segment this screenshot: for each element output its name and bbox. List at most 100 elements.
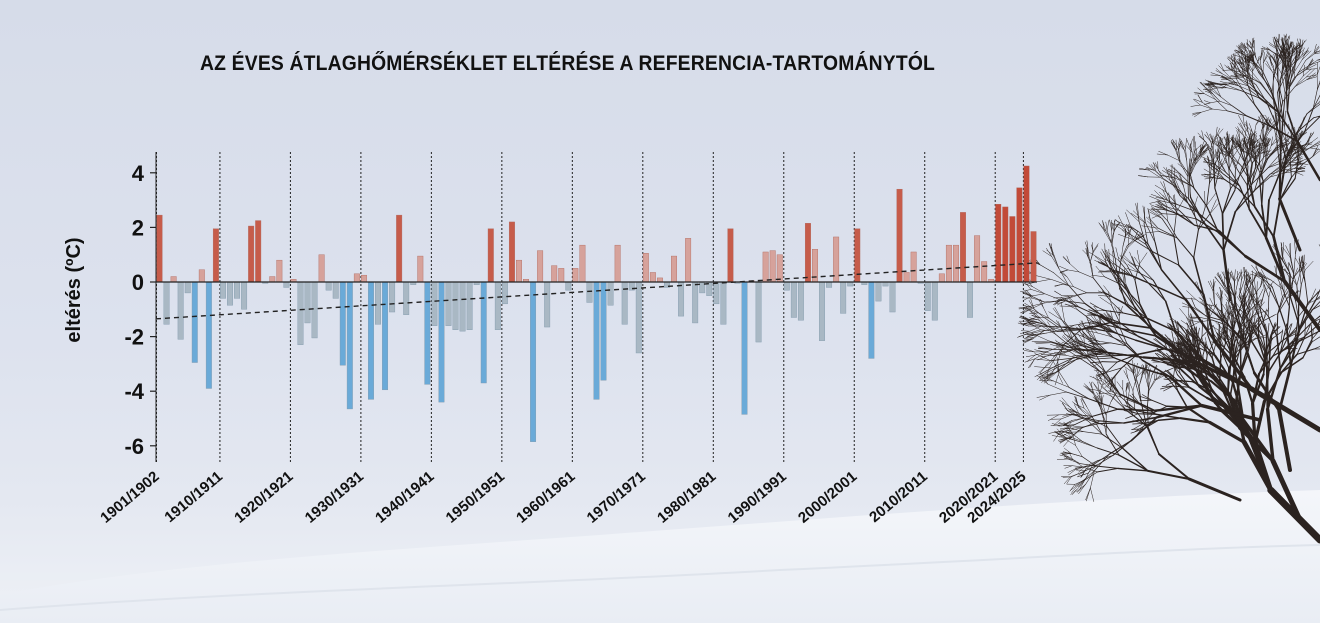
tree-branch	[1230, 328, 1234, 353]
tree-branch	[1155, 375, 1165, 381]
bare-tree-illustration	[1017, 33, 1320, 544]
tree-branch	[1214, 168, 1220, 189]
tree-branch	[1136, 250, 1140, 264]
tree-branch	[1252, 371, 1281, 413]
tree-branch	[1265, 332, 1268, 368]
tree-branch	[1233, 296, 1237, 318]
tree-branch	[1217, 133, 1223, 144]
tree-branch	[1024, 358, 1036, 363]
tree-branch	[1126, 238, 1138, 247]
tree-branch	[1272, 199, 1281, 238]
tree-branch	[1101, 395, 1104, 406]
tree-branch	[1104, 230, 1112, 243]
tree-branch	[1147, 281, 1167, 302]
x-tick-label: 1901/1902	[97, 468, 162, 527]
tree-branch	[1284, 171, 1296, 174]
tree-branch	[1315, 295, 1320, 301]
tree-branch	[1249, 162, 1253, 182]
tree-branch	[1262, 308, 1267, 322]
tree-branch	[1246, 142, 1253, 156]
tree-branch	[1235, 151, 1242, 169]
tree-branch	[1034, 366, 1052, 369]
tree-branch	[1096, 454, 1114, 462]
tree-branch	[1249, 299, 1261, 311]
tree-branch	[1024, 290, 1034, 298]
anomaly-bar	[804, 223, 811, 283]
tree-branch	[1138, 386, 1142, 404]
anomaly-bar	[924, 281, 931, 311]
tree-branch	[1117, 279, 1127, 306]
tree-branch	[1150, 326, 1192, 362]
tree-branch	[1317, 318, 1320, 326]
tree-branch	[1272, 235, 1287, 283]
tree-branch	[1118, 454, 1149, 472]
tree-branch	[1122, 236, 1126, 247]
tree-branch	[1281, 73, 1286, 94]
tree-branch	[1179, 417, 1211, 424]
anomaly-bar	[967, 281, 973, 318]
tree-branch	[1036, 279, 1052, 283]
tree-branch	[1108, 392, 1122, 398]
tree-branch	[1289, 257, 1295, 274]
tree-branch	[1297, 324, 1319, 343]
tree-branch	[1296, 153, 1305, 157]
anomaly-bar	[501, 281, 508, 305]
tree-branch	[1266, 60, 1273, 72]
tree-branch	[1103, 329, 1113, 338]
tree-branch	[1228, 56, 1236, 63]
tree-branch	[1074, 334, 1079, 347]
tree-branch	[1061, 431, 1073, 434]
tree-branch	[1189, 320, 1200, 323]
tree-branch	[1073, 403, 1085, 409]
tree-branch	[1259, 143, 1263, 163]
tree-branch	[1070, 453, 1083, 457]
tree-branch	[1085, 470, 1095, 485]
tree-branch	[1067, 269, 1080, 273]
tree-branch	[1211, 137, 1217, 151]
tree-branch	[1068, 334, 1076, 348]
tree-branch	[1183, 185, 1188, 202]
tree-branch	[1222, 315, 1227, 331]
anomaly-bar	[283, 281, 290, 288]
tree-branch	[1036, 375, 1049, 385]
tree-branch	[1139, 167, 1149, 171]
tree-branch	[1050, 357, 1074, 362]
anomaly-bar	[332, 281, 339, 299]
tree-branch	[1216, 332, 1223, 346]
tree-branch	[1149, 211, 1163, 219]
anomaly-bar	[896, 188, 903, 283]
tree-branch	[1241, 64, 1244, 78]
tree-branch	[1112, 323, 1118, 334]
tree-branch	[1277, 364, 1293, 413]
tree-branch	[1088, 251, 1106, 263]
tree-branch	[1194, 157, 1202, 166]
anomaly-bar	[198, 269, 205, 283]
tree-branch	[1279, 176, 1293, 201]
anomaly-bar	[635, 281, 642, 354]
tree-branch	[1226, 135, 1228, 146]
tree-branch	[1203, 168, 1213, 175]
tree-branch	[1309, 144, 1320, 149]
tree-branch	[1099, 390, 1113, 397]
tree-branch	[1263, 284, 1270, 298]
tree-branch	[1277, 70, 1284, 93]
tree-branch	[1188, 305, 1190, 321]
tree-branch	[1195, 141, 1197, 151]
tree-branch	[1261, 120, 1268, 131]
tree-branch	[1229, 168, 1241, 187]
tree-branch	[1312, 89, 1318, 110]
tree-branch	[1111, 377, 1114, 388]
tree-branch	[1084, 302, 1113, 323]
tree-branch	[1103, 313, 1111, 321]
tree-branch	[1157, 168, 1163, 179]
tree-branch	[1293, 158, 1302, 166]
tree-branch	[1237, 314, 1245, 341]
tree-branch	[1162, 195, 1171, 204]
tree-branch	[1219, 155, 1227, 170]
tree-branch	[1156, 204, 1167, 210]
tree-branch	[1212, 324, 1219, 337]
tree-branch	[1036, 275, 1052, 280]
tree-branch	[1252, 271, 1257, 282]
tree-branch	[1289, 242, 1291, 257]
tree-branch	[1195, 218, 1220, 234]
